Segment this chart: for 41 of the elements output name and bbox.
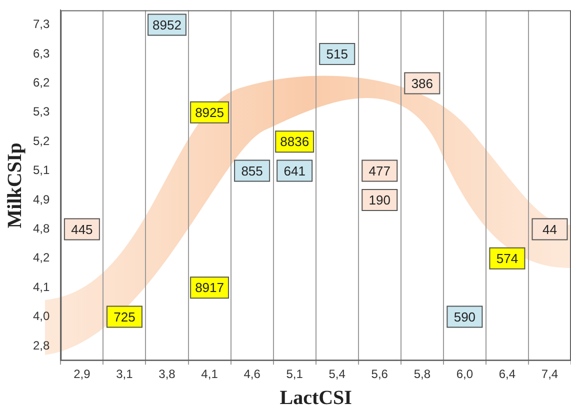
data-label: 574 [496, 250, 518, 266]
data-label: 8917 [195, 280, 224, 296]
x-tick-label: 4,6 [244, 367, 261, 382]
x-tick-label: 5,8 [414, 367, 431, 382]
data-label: 590 [454, 309, 476, 324]
data-label: 8836 [280, 134, 310, 150]
y-tick-label: 4,8 [32, 222, 50, 236]
data-label: 477 [368, 163, 390, 178]
x-axis-title: LactCSI [280, 387, 352, 410]
x-tick-label: 6,4 [498, 367, 516, 382]
x-tick-label: 6,0 [456, 367, 474, 382]
data-label: 515 [326, 46, 348, 62]
x-tick-label: 2,9 [74, 367, 91, 382]
data-label: 8925 [195, 104, 224, 120]
data-label: 641 [284, 163, 306, 178]
y-tick-label: 2,8 [32, 338, 50, 352]
x-tick-label: 3,1 [116, 367, 134, 382]
y-tick-label: 7,3 [32, 17, 50, 32]
data-label: 445 [71, 222, 93, 237]
y-tick-label: 6,3 [32, 46, 50, 60]
y-tick-label: 5,2 [32, 134, 50, 148]
x-tick-label: 4,1 [201, 367, 218, 382]
y-tick-label: 4,1 [32, 280, 50, 294]
data-label: 190 [368, 192, 390, 208]
x-tick-label: 7,4 [541, 367, 558, 382]
y-tick-label: 4,2 [32, 250, 50, 265]
y-tick-label: 4,9 [32, 192, 50, 206]
x-tick-label: 5,6 [371, 367, 388, 382]
x-tick-label: 3,8 [158, 367, 176, 382]
data-label: 44 [542, 222, 557, 237]
data-label: 386 [411, 76, 434, 91]
data-label: 725 [114, 309, 136, 324]
y-tick-label: 5,3 [32, 104, 50, 119]
x-tick-label: 5,1 [286, 367, 304, 382]
data-label: 855 [241, 163, 263, 178]
data-label: 8952 [152, 17, 182, 32]
y-tick-label: 5,1 [32, 163, 50, 178]
y-tick-label: 6,2 [32, 76, 50, 90]
y-tick-label: 4,0 [32, 309, 50, 324]
y-axis-title: MilkCSIp [4, 142, 26, 228]
x-tick-label: 5,4 [328, 367, 346, 382]
